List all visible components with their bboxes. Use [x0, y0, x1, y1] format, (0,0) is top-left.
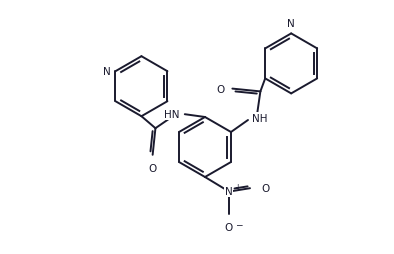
Text: NH: NH: [252, 114, 268, 123]
Text: O: O: [149, 163, 157, 173]
Text: +: +: [234, 182, 240, 191]
Text: N: N: [287, 19, 295, 29]
Text: −: −: [235, 219, 242, 228]
Text: O: O: [216, 84, 224, 94]
Text: O: O: [225, 222, 233, 232]
Text: HN: HN: [164, 110, 180, 120]
Text: O: O: [261, 183, 269, 194]
Text: N: N: [225, 186, 233, 196]
Text: N: N: [103, 67, 110, 77]
